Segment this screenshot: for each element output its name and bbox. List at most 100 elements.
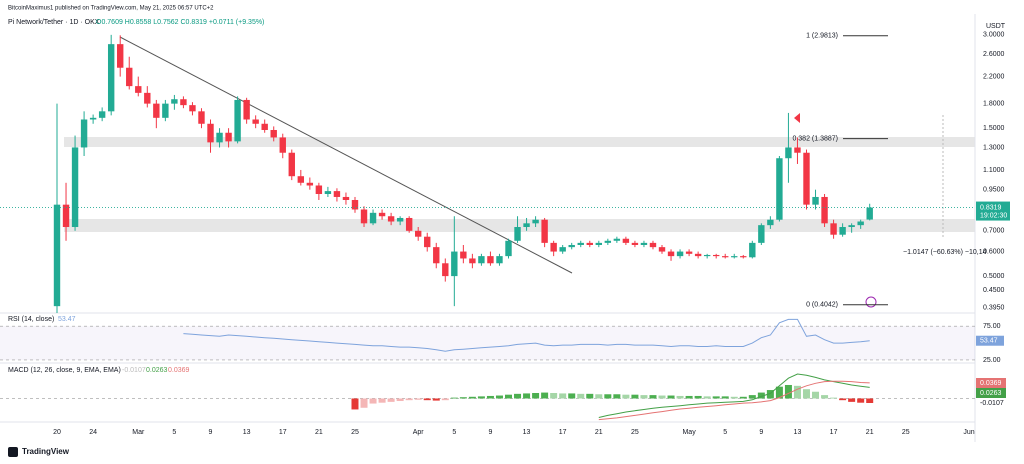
x-tick-label: May	[682, 429, 696, 436]
y-tick-label: 0.6000	[983, 248, 1005, 255]
logo-icon	[8, 447, 18, 457]
candle-body	[532, 219, 539, 224]
histogram-bar	[459, 397, 467, 399]
candle-body	[107, 44, 115, 112]
y-tick-label: 1.1000	[983, 167, 1005, 174]
candle-body	[216, 132, 223, 143]
countdown: 19:02:30	[980, 212, 1007, 219]
candle-body	[496, 256, 503, 264]
candle-body	[785, 147, 792, 159]
macd-header: 0.0263	[146, 367, 168, 374]
histogram-bar	[631, 394, 639, 399]
candle-body	[243, 99, 250, 120]
candle-body	[98, 111, 106, 118]
y-tick-label: 2.2000	[983, 73, 1005, 80]
resistance-zone	[64, 137, 975, 147]
x-tick-label: 21	[315, 429, 323, 436]
candle-body	[252, 119, 259, 124]
candle-body	[577, 242, 584, 245]
x-tick-label: 5	[452, 429, 456, 436]
candle-body	[631, 242, 639, 245]
candle-body	[333, 191, 341, 197]
rsi-box	[976, 335, 1004, 346]
x-tick-label: 5	[172, 429, 176, 436]
histogram-bar	[721, 396, 729, 399]
histogram-bar	[622, 394, 630, 399]
publisher: BitcoinMaximus1 published on TradingView…	[8, 6, 214, 12]
histogram-bar	[477, 396, 485, 399]
candle-body	[758, 225, 765, 243]
histogram-bar	[360, 398, 368, 408]
candle-body	[225, 132, 232, 142]
histogram-bar	[351, 398, 359, 410]
histogram-bar	[514, 393, 522, 399]
rsi-line	[183, 318, 870, 352]
histogram-bar	[775, 386, 783, 399]
histogram-bar	[505, 394, 512, 399]
y-tick-label: 75.00	[983, 323, 1001, 330]
candle-body	[53, 204, 61, 307]
y-tick-label: 0.7000	[983, 228, 1005, 235]
candle-body	[261, 123, 268, 130]
candle-body	[613, 238, 621, 241]
candle-body	[207, 123, 214, 143]
histogram-bar	[369, 398, 377, 404]
candle-body	[71, 147, 79, 228]
histogram-bar	[649, 395, 657, 399]
x-tick-label: 21	[866, 429, 874, 436]
rsi-band	[0, 326, 975, 360]
candle-body	[442, 263, 449, 277]
candle-body	[640, 242, 648, 245]
price-box	[976, 201, 1010, 221]
candle-body	[595, 242, 602, 245]
macd-value: 0.0263	[980, 390, 1002, 397]
candle-body	[324, 191, 332, 195]
trendline	[119, 36, 573, 274]
candle-body	[89, 117, 97, 120]
histogram-bar	[766, 390, 774, 399]
histogram-bar	[703, 396, 711, 399]
macd-line	[598, 373, 870, 418]
signal-header: 0.0369	[168, 367, 190, 374]
candle-body	[685, 251, 693, 254]
histogram-bar	[396, 398, 404, 402]
x-tick-label: Jun	[963, 429, 974, 436]
rsi-value: 53.47	[980, 338, 998, 345]
histogram-bar	[812, 391, 820, 399]
candle-body	[162, 103, 169, 118]
histogram-bar	[640, 395, 648, 399]
candle-body	[135, 86, 142, 93]
histogram-bar	[441, 398, 449, 401]
candle-body	[830, 223, 837, 235]
candle-body	[857, 221, 864, 226]
x-tick-label: 21	[595, 429, 603, 436]
fib-label: 1 (2.9813)	[806, 33, 838, 40]
macd-value: 0.0369	[980, 380, 1002, 387]
candle-body	[649, 242, 657, 248]
hist-value: -0.0107	[980, 400, 1004, 407]
x-tick-label: 25	[351, 429, 359, 436]
histogram-bar	[550, 393, 558, 399]
y-tick-label: 2.6000	[983, 51, 1005, 58]
candle-body	[731, 256, 738, 258]
candle-body	[514, 227, 521, 241]
x-tick-label: 9	[209, 429, 213, 436]
candle-body	[794, 147, 801, 153]
candle-body	[703, 254, 711, 257]
histogram-bar	[821, 395, 829, 399]
rsi-title: RSI (14, close)	[8, 316, 54, 323]
histogram-bar	[604, 394, 612, 399]
histogram-bar	[866, 398, 874, 403]
histogram-bar	[387, 398, 395, 402]
measure-label: −1.0147 (−60.63%) −10,14	[903, 249, 987, 256]
histogram-bar	[658, 395, 666, 399]
y-tick-label: 0.3950	[983, 305, 1005, 312]
histogram-bar	[784, 384, 792, 399]
candle-body	[288, 152, 295, 177]
histogram-bar	[559, 393, 567, 399]
histogram-bar	[685, 395, 693, 399]
candle-body	[767, 219, 774, 226]
x-tick-label: 17	[279, 429, 287, 436]
candle-body	[306, 182, 314, 186]
candle-body	[180, 99, 187, 106]
